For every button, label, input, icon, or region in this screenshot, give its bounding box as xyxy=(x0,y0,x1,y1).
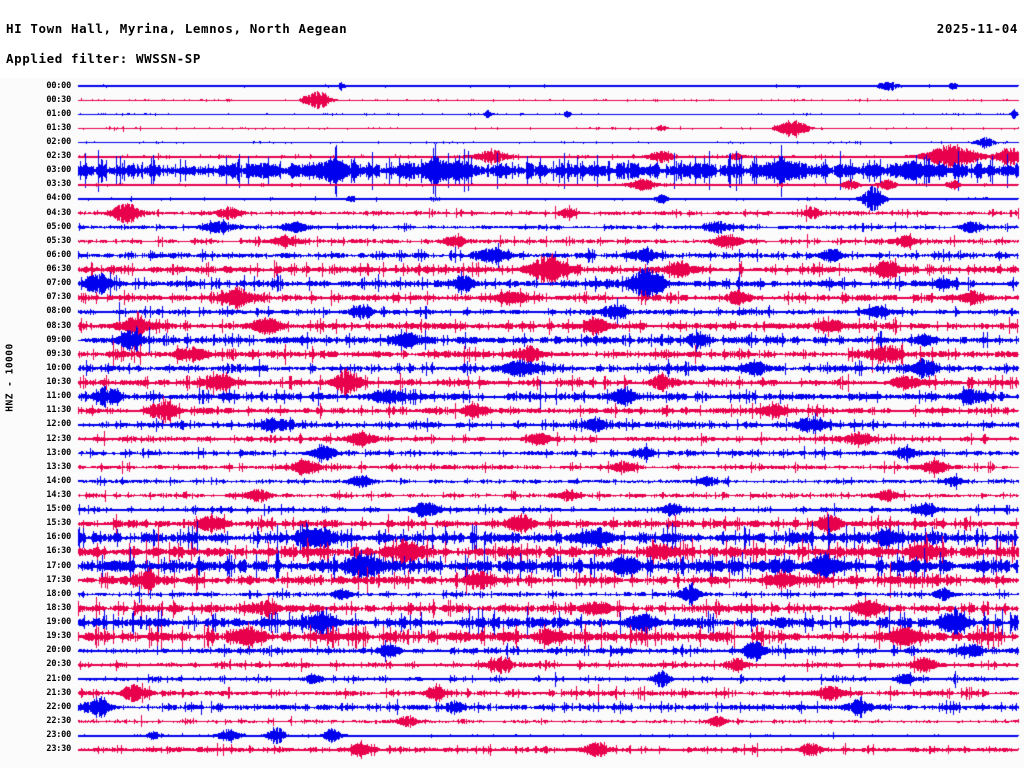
time-label: 07:30 xyxy=(46,292,71,303)
time-label: 01:30 xyxy=(46,122,71,133)
time-label: 12:00 xyxy=(46,419,71,430)
time-label: 22:30 xyxy=(46,715,71,726)
time-label: 21:00 xyxy=(46,673,71,684)
time-label: 11:30 xyxy=(46,405,71,416)
time-label: 19:30 xyxy=(46,631,71,642)
time-axis: 00:00 00:30 01:00 01:30 02:00 02:30 03:00 03:30… xyxy=(0,78,78,768)
time-label: 20:00 xyxy=(46,645,71,656)
time-label: 21:30 xyxy=(46,687,71,698)
time-label: 13:30 xyxy=(46,461,71,472)
time-label: 04:30 xyxy=(46,207,71,218)
y-axis-label: HNZ - 10000 xyxy=(4,343,16,412)
time-label: 14:00 xyxy=(46,475,71,486)
applied-filter-label: Applied filter: WWSSN-SP xyxy=(6,51,202,66)
time-label: 15:00 xyxy=(46,504,71,515)
time-label: 10:30 xyxy=(46,377,71,388)
time-label: 20:30 xyxy=(46,659,71,670)
time-label: 15:30 xyxy=(46,518,71,529)
time-label: 05:00 xyxy=(46,221,71,232)
time-label: 08:30 xyxy=(46,320,71,331)
time-label: 02:00 xyxy=(46,136,71,147)
time-label: 17:30 xyxy=(46,574,71,585)
time-label: 18:00 xyxy=(46,588,71,599)
time-label: 00:30 xyxy=(46,94,71,105)
time-label: 08:00 xyxy=(46,306,71,317)
time-label: 12:30 xyxy=(46,433,71,444)
time-label: 09:00 xyxy=(46,334,71,345)
time-label: 17:00 xyxy=(46,560,71,571)
seismic-trace-canvas xyxy=(0,78,1024,768)
time-label: 05:30 xyxy=(46,235,71,246)
time-label: 07:00 xyxy=(46,278,71,289)
time-label: 02:30 xyxy=(46,151,71,162)
time-label: 11:00 xyxy=(46,391,71,402)
time-label: 03:00 xyxy=(46,165,71,176)
time-label: 23:00 xyxy=(46,730,71,741)
time-label: 00:00 xyxy=(46,80,71,91)
time-label: 04:00 xyxy=(46,193,71,204)
seismogram-plot xyxy=(0,78,1024,768)
time-label: 18:30 xyxy=(46,602,71,613)
time-label: 23:30 xyxy=(46,744,71,755)
time-label: 09:30 xyxy=(46,348,71,359)
time-label: 22:00 xyxy=(46,701,71,712)
page-title: HI Town Hall, Myrina, Lemnos, North Aege… xyxy=(6,21,348,36)
time-label: 06:30 xyxy=(46,264,71,275)
record-date: 2025-11-04 xyxy=(936,21,1018,36)
time-label: 14:30 xyxy=(46,489,71,500)
time-label: 16:00 xyxy=(46,532,71,543)
time-label: 19:00 xyxy=(46,617,71,628)
time-label: 03:30 xyxy=(46,179,71,190)
time-label: 13:00 xyxy=(46,447,71,458)
time-label: 10:00 xyxy=(46,362,71,373)
time-label: 16:30 xyxy=(46,546,71,557)
time-label: 06:00 xyxy=(46,249,71,260)
time-label: 01:00 xyxy=(46,108,71,119)
